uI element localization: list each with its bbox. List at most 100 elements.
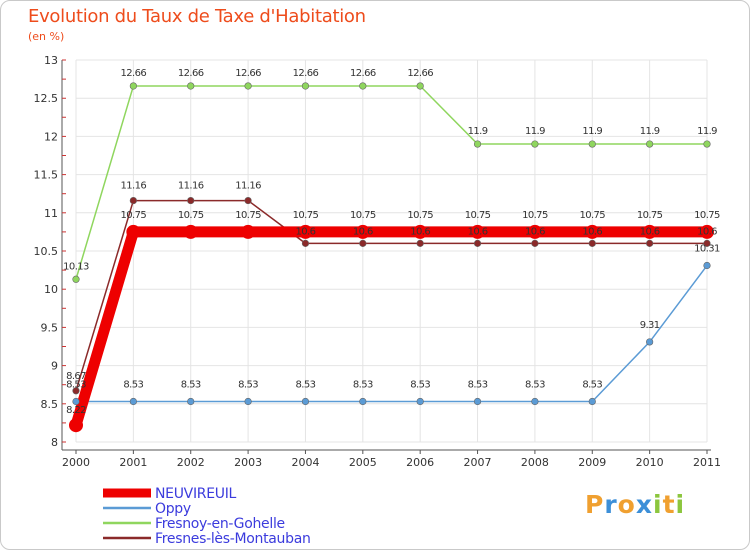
data-point — [187, 397, 195, 406]
data-point — [413, 224, 428, 239]
series-line-3 — [75, 199, 708, 392]
data-label: 8.53 — [123, 380, 143, 391]
data-label: 10.75 — [235, 210, 261, 221]
data-label: 8.53 — [181, 380, 201, 391]
data-label: 8.53 — [582, 380, 602, 391]
y-tick-label: 10 — [44, 283, 58, 296]
data-label: 11.9 — [582, 126, 602, 137]
logo-letter: o — [617, 490, 636, 519]
data-label: 12.66 — [350, 68, 376, 79]
y-tick-label: 12 — [44, 130, 58, 143]
data-point — [72, 275, 80, 283]
y-tick-label: 10.5 — [34, 245, 59, 258]
data-point — [359, 239, 367, 247]
data-point — [703, 239, 711, 247]
data-point — [585, 224, 600, 239]
data-label: 9.31 — [640, 320, 660, 331]
data-label: 11.16 — [178, 181, 204, 192]
data-label: 8.53 — [525, 380, 545, 391]
series-line-1 — [75, 264, 708, 403]
data-point — [241, 224, 256, 239]
data-point — [531, 140, 539, 148]
series-line-0 — [70, 226, 713, 431]
data-label: 8.53 — [468, 380, 488, 391]
data-label: 11.9 — [697, 126, 717, 137]
data-point — [531, 397, 539, 406]
data-label: 12.66 — [407, 68, 433, 79]
x-tick-label: 2004 — [291, 456, 319, 469]
data-label: 12.66 — [235, 68, 261, 79]
data-label: 10.6 — [353, 226, 373, 237]
data-label: 8.67 — [66, 371, 86, 382]
data-point — [473, 397, 482, 406]
data-point — [187, 196, 195, 205]
proxiti-logo: Proxiti — [585, 490, 685, 519]
data-point — [244, 196, 252, 205]
data-point — [700, 224, 714, 239]
data-point — [416, 397, 424, 406]
x-tick-label: 2003 — [234, 456, 262, 469]
data-label: 8.53 — [238, 380, 258, 391]
data-point — [646, 140, 654, 148]
data-label: 12.66 — [121, 68, 147, 79]
data-point — [244, 82, 252, 90]
legend-label: Oppy — [155, 501, 191, 517]
data-label: 11.9 — [640, 126, 660, 137]
data-point — [527, 224, 542, 239]
data-label: 11.9 — [468, 126, 488, 137]
data-point — [187, 82, 195, 90]
data-label: 10.6 — [296, 226, 316, 237]
data-label: 10.75 — [178, 210, 204, 221]
data-point — [129, 397, 137, 406]
data-label: 10.6 — [640, 226, 660, 237]
y-tick-label: 13 — [44, 54, 58, 67]
data-label: 10.13 — [63, 261, 89, 272]
y-tick-label: 9 — [51, 360, 58, 373]
data-label: 10.75 — [465, 210, 491, 221]
y-tick-label: 8.5 — [41, 398, 59, 411]
y-tick-label: 8 — [51, 436, 58, 449]
data-label: 8.22 — [66, 405, 86, 416]
legend-label: Fresnes-lès-Montauban — [155, 531, 311, 547]
data-label: 10.75 — [293, 210, 319, 221]
data-point — [355, 224, 370, 239]
data-point — [298, 224, 313, 239]
legend-label: Fresnoy-en-Gohelle — [155, 516, 285, 532]
data-point — [416, 239, 424, 247]
data-label: 10.75 — [121, 210, 147, 221]
data-point — [531, 239, 539, 247]
data-label: 10.31 — [694, 244, 720, 255]
data-point — [301, 239, 310, 247]
data-point — [588, 239, 596, 247]
x-tick-label: 2011 — [693, 456, 721, 469]
data-point — [72, 387, 80, 395]
data-label: 8.53 — [410, 380, 430, 391]
data-point — [301, 82, 310, 90]
y-tick-label: 11.5 — [34, 169, 59, 182]
data-label: 11.9 — [525, 126, 545, 137]
data-point — [129, 196, 137, 205]
chart-legend: NEUVIREUILOppyFresnoy-en-GohelleFresnes-… — [103, 487, 311, 547]
data-label: 8.53 — [353, 380, 373, 391]
data-point — [703, 261, 711, 270]
data-label: 10.75 — [637, 210, 663, 221]
logo-letter: r — [604, 490, 618, 519]
y-tick-label: 11 — [44, 207, 58, 220]
data-label: 10.75 — [407, 210, 433, 221]
data-label: 11.16 — [121, 181, 147, 192]
data-label: 10.6 — [468, 226, 488, 237]
x-tick-label: 2005 — [349, 456, 377, 469]
x-tick-label: 2000 — [62, 456, 90, 469]
x-tick-label: 2008 — [521, 456, 549, 469]
data-point — [588, 140, 596, 148]
data-point — [470, 224, 485, 239]
data-point — [588, 397, 596, 406]
data-point — [473, 140, 482, 148]
data-point — [642, 224, 657, 239]
x-tick-label: 2007 — [464, 456, 492, 469]
data-label: 10.75 — [522, 210, 548, 221]
data-point — [359, 82, 367, 90]
x-tick-label: 2006 — [406, 456, 434, 469]
